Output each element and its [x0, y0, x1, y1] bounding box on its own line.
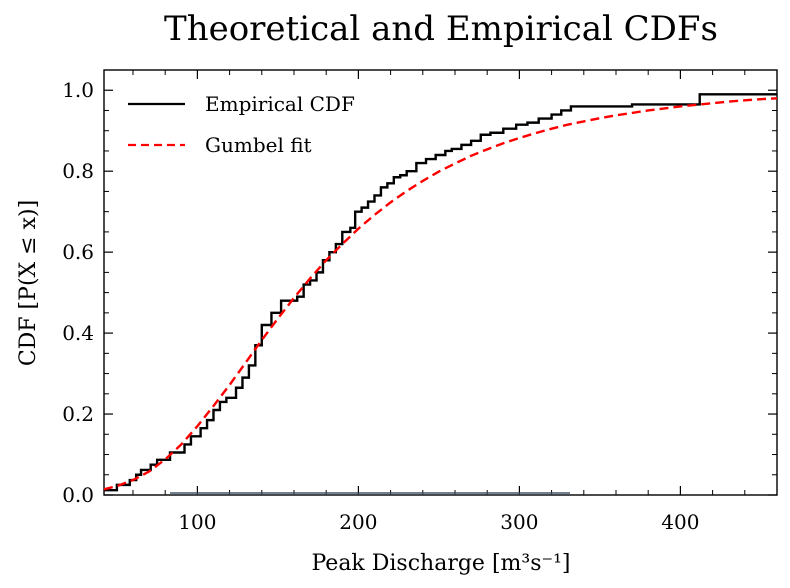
- series-layer: [103, 93, 778, 492]
- x-tick-label: 200: [339, 510, 377, 534]
- x-tick-label: 400: [661, 510, 699, 534]
- gumbel-fit-line: [103, 97, 778, 491]
- axis-ticks: 100 200 300 400 0.0 0.2 0.4 0.6 0.8 1.0: [62, 70, 778, 534]
- x-tick-label: 300: [500, 510, 538, 534]
- y-tick-label: 0.2: [62, 402, 94, 426]
- legend-label-gumbel: Gumbel fit: [205, 133, 312, 157]
- y-tick-label: 0.6: [62, 240, 94, 264]
- density-rug: [170, 492, 570, 495]
- y-tick-label: 1.0: [62, 78, 94, 102]
- y-tick-label: 0.8: [62, 159, 94, 183]
- legend: Empirical CDF Gumbel fit: [128, 92, 355, 157]
- density-rug-band: [170, 492, 570, 495]
- y-tick-label: 0.4: [62, 321, 94, 345]
- x-tick-label: 100: [178, 510, 216, 534]
- chart-title: Theoretical and Empirical CDFs: [164, 9, 718, 49]
- y-tick-label: 0.0: [62, 483, 94, 507]
- empirical-cdf-line: [104, 93, 777, 492]
- x-axis-label: Peak Discharge [m³s⁻¹]: [311, 551, 570, 576]
- legend-label-empirical: Empirical CDF: [205, 92, 355, 116]
- y-axis-label: CDF [P(X ≤ x)]: [16, 200, 41, 366]
